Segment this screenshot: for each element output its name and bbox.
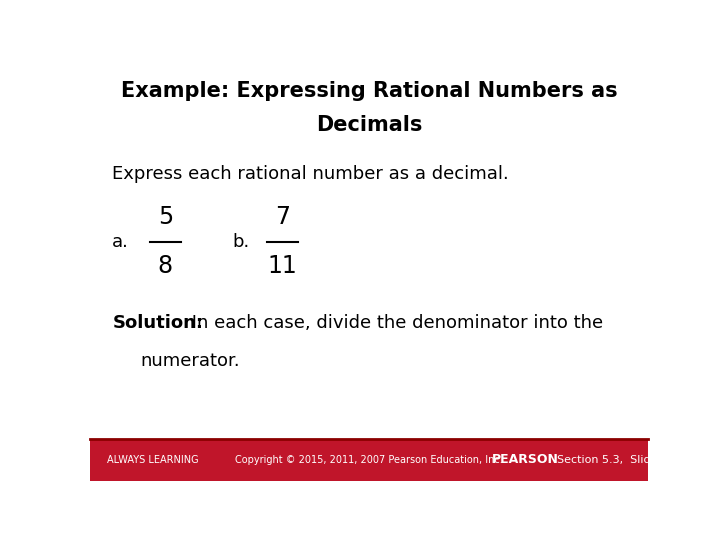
Text: 5: 5 [158,205,173,229]
Text: a.: a. [112,233,129,251]
Text: b.: b. [233,233,250,251]
Text: 7: 7 [275,205,290,229]
Text: PEARSON: PEARSON [492,453,559,467]
Text: 8: 8 [158,254,173,278]
Text: ALWAYS LEARNING: ALWAYS LEARNING [107,455,199,465]
Text: Copyright © 2015, 2011, 2007 Pearson Education, Inc.: Copyright © 2015, 2011, 2007 Pearson Edu… [235,455,503,465]
Text: Express each rational number as a decimal.: Express each rational number as a decima… [112,165,509,183]
Text: Section 5.3,  Slide 14: Section 5.3, Slide 14 [550,455,675,465]
Text: Solution:: Solution: [112,314,203,332]
Text: Decimals: Decimals [316,114,422,134]
Text: In each case, divide the denominator into the: In each case, divide the denominator int… [186,314,603,332]
Bar [90,439,648,481]
Text: Example: Expressing Rational Numbers as: Example: Expressing Rational Numbers as [121,82,617,102]
Text: 11: 11 [268,254,297,278]
Text: numerator.: numerator. [140,352,240,370]
